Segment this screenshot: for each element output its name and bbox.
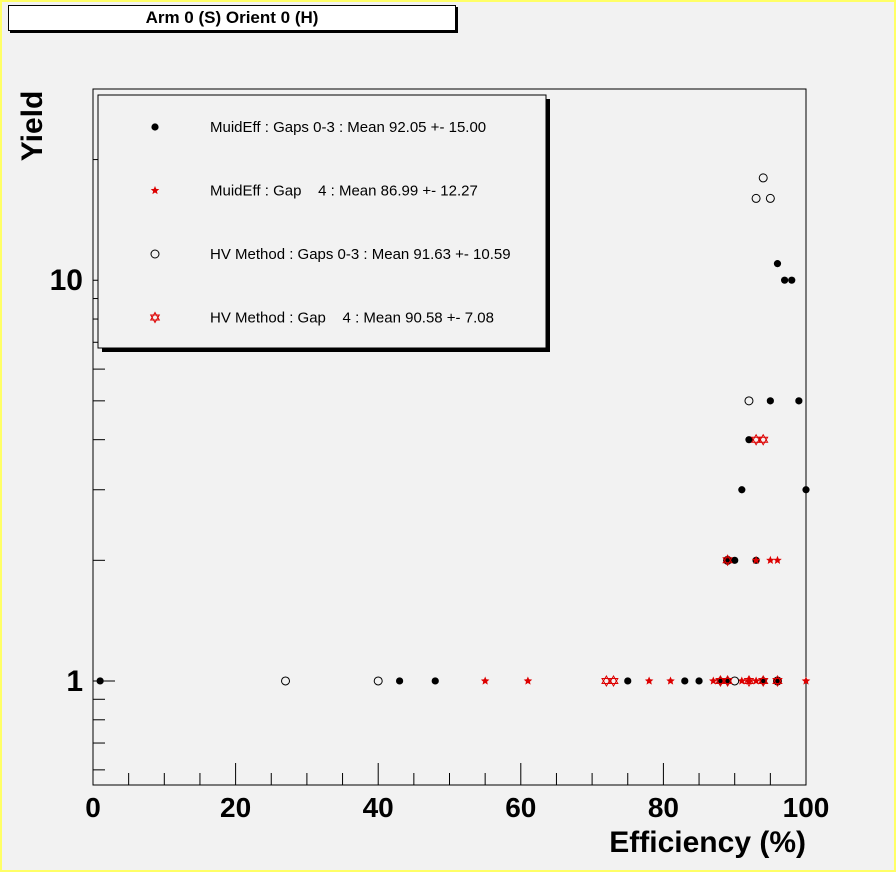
legend-marker-0 xyxy=(151,123,159,131)
x-tick-label: 100 xyxy=(783,792,830,823)
data-point-series-0 xyxy=(766,397,774,405)
y-axis-label: Yield xyxy=(16,91,49,162)
data-point-series-3 xyxy=(715,675,726,687)
legend-label: HV Method : Gaps 0-3 : Mean 91.63 +- 10.… xyxy=(210,246,511,263)
data-point-series-0 xyxy=(795,397,803,405)
x-tick-label: 20 xyxy=(220,792,251,823)
data-point-series-1 xyxy=(801,676,811,685)
x-axis-label: Efficiency (%) xyxy=(609,826,806,859)
y-tick-label: 10 xyxy=(50,264,83,297)
legend-marker-3 xyxy=(149,311,161,324)
data-point-series-3 xyxy=(743,675,755,687)
data-marks xyxy=(96,173,811,688)
legend-box xyxy=(97,94,547,349)
data-point-series-0 xyxy=(745,436,753,444)
x-tick-label: 80 xyxy=(648,792,679,823)
data-point-series-1 xyxy=(766,555,775,564)
data-point-series-2 xyxy=(758,173,768,183)
data-point-series-0 xyxy=(781,276,789,284)
axes: 0 20 40 60 80 100 1 10 xyxy=(50,88,830,823)
data-point-series-0 xyxy=(681,677,689,685)
data-point-series-2 xyxy=(373,676,383,686)
x-tick-label: 0 xyxy=(85,792,101,823)
legend: MuidEff : Gaps 0-3 : Mean 92.05 +- 15.00… xyxy=(97,94,550,352)
data-point-series-2 xyxy=(765,193,775,203)
data-point-series-2 xyxy=(744,396,754,406)
data-point-series-0 xyxy=(738,486,746,494)
x-tick-label: 40 xyxy=(363,792,394,823)
data-point-series-3 xyxy=(772,675,783,687)
data-point-series-1 xyxy=(737,676,747,685)
data-point-series-0 xyxy=(695,677,703,685)
legend-label: MuidEff : Gaps 0-3 : Mean 92.05 +- 15.00 xyxy=(210,119,486,136)
legend-label: MuidEff : Gap 4 : Mean 86.99 +- 12.27 xyxy=(210,183,478,200)
data-point-series-0 xyxy=(624,677,632,685)
data-point-series-1 xyxy=(480,676,490,685)
data-point-series-0 xyxy=(788,276,796,284)
data-point-series-3 xyxy=(750,433,762,446)
data-point-series-0 xyxy=(802,486,810,494)
legend-label: HV Method : Gap 4 : Mean 90.58 +- 7.08 xyxy=(210,310,494,327)
legend-marker-1 xyxy=(150,186,160,195)
data-point-series-1 xyxy=(709,676,718,685)
data-point-series-0 xyxy=(96,677,104,685)
data-point-series-0 xyxy=(431,677,439,685)
data-point-series-3 xyxy=(758,675,769,687)
x-tick-label: 60 xyxy=(505,792,536,823)
data-point-series-0 xyxy=(731,556,739,564)
data-point-series-2 xyxy=(281,676,291,686)
data-point-series-1 xyxy=(644,676,654,685)
data-point-series-1 xyxy=(773,555,782,564)
y-tick-label: 1 xyxy=(66,665,83,698)
legend-marker-2 xyxy=(150,249,160,259)
data-point-series-3 xyxy=(608,674,619,688)
data-point-series-1 xyxy=(751,676,761,685)
data-point-series-1 xyxy=(666,676,675,685)
data-point-series-3 xyxy=(722,554,733,567)
data-point-series-3 xyxy=(722,675,733,687)
data-point-series-3 xyxy=(758,433,769,446)
data-point-series-0 xyxy=(773,260,782,268)
data-point-series-1 xyxy=(751,555,761,564)
chart-title: Arm 0 (S) Orient 0 (H) xyxy=(8,5,456,31)
data-point-series-3 xyxy=(601,675,612,687)
data-point-series-1 xyxy=(523,676,533,685)
data-point-series-2 xyxy=(751,193,761,203)
data-point-series-0 xyxy=(395,677,404,685)
